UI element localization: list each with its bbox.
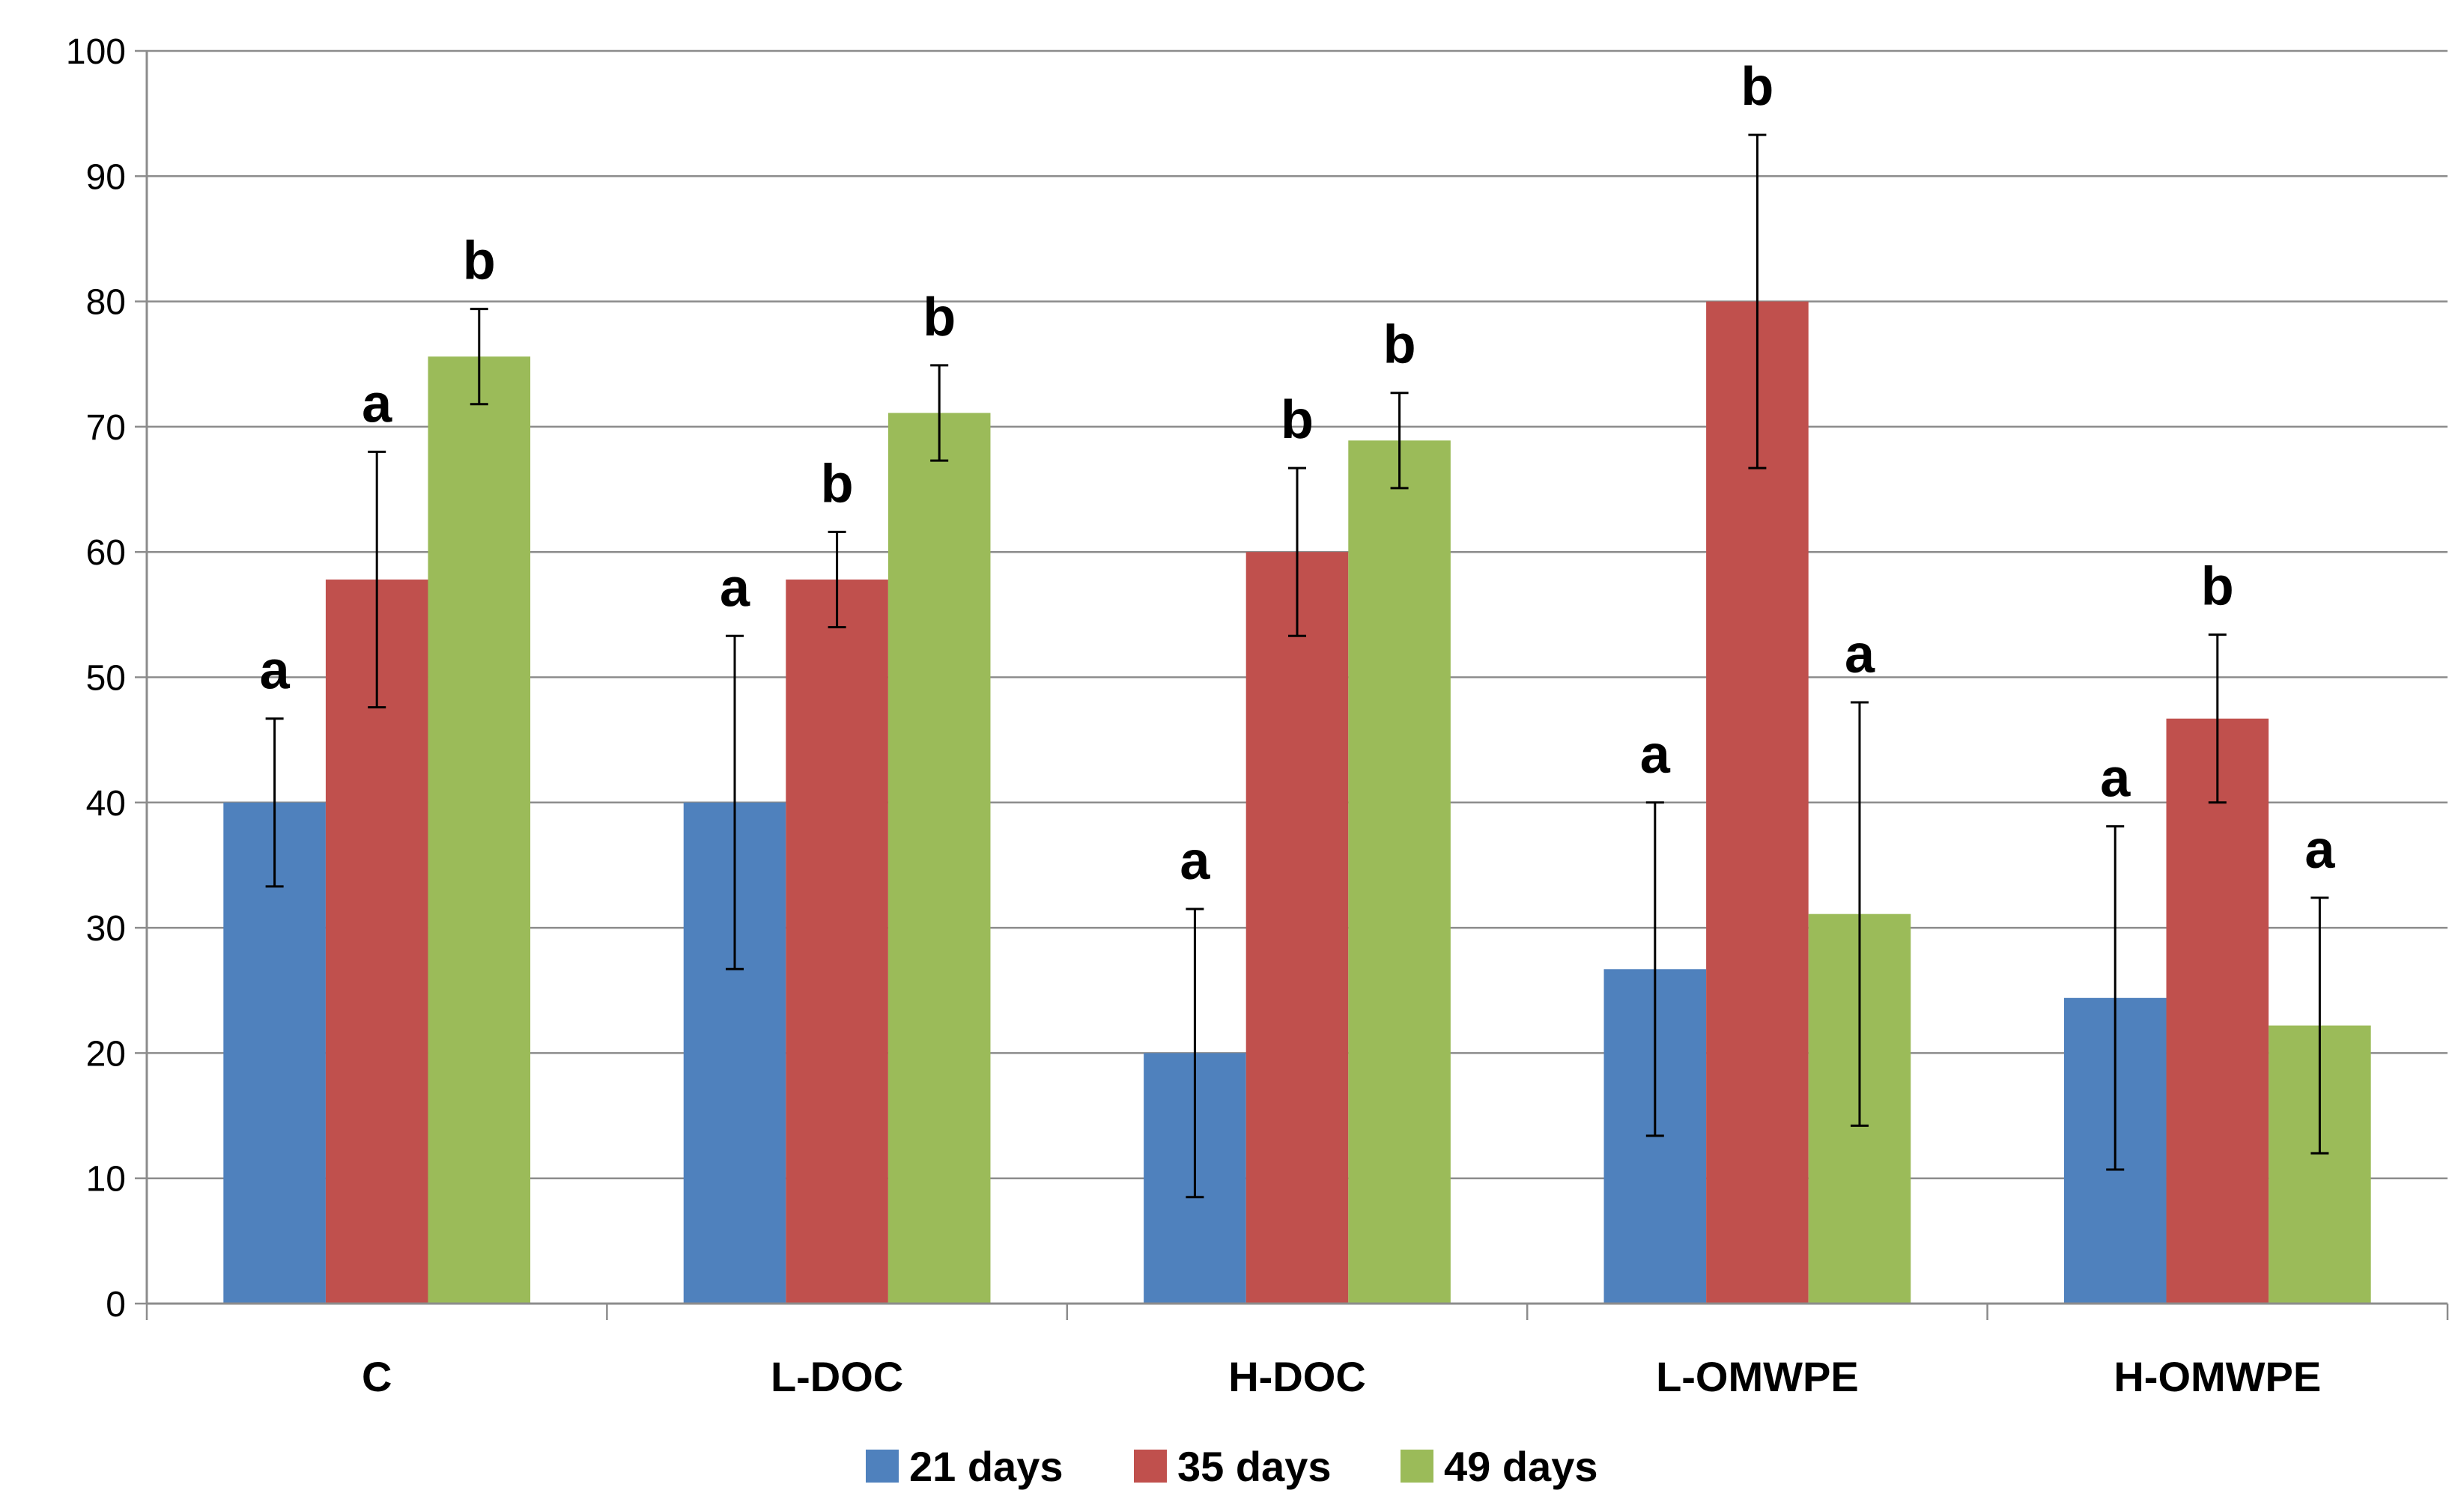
x-category-label: C — [362, 1353, 392, 1400]
significance-label: a — [1640, 725, 1671, 785]
significance-label: b — [2201, 557, 2234, 617]
legend-swatch — [1401, 1450, 1433, 1483]
significance-label: b — [1281, 390, 1314, 450]
significance-label: b — [1383, 315, 1416, 375]
significance-label: a — [1845, 624, 1875, 684]
legend-label: 21 days — [909, 1443, 1063, 1490]
y-tick-label: 10 — [86, 1160, 126, 1200]
bar — [428, 356, 531, 1304]
significance-label: a — [1180, 831, 1210, 891]
x-category-label: H-OMWPE — [2113, 1353, 2321, 1400]
bar — [1245, 552, 1349, 1304]
y-tick-label: 30 — [86, 909, 126, 949]
bar — [1348, 440, 1451, 1304]
significance-label: b — [821, 454, 854, 514]
legend-swatch — [1134, 1450, 1167, 1483]
significance-label: a — [2100, 749, 2131, 809]
significance-label: b — [463, 231, 496, 291]
error-bars — [265, 133, 2329, 1199]
significance-label: b — [923, 288, 956, 347]
y-tick-label: 100 — [66, 32, 126, 72]
x-category-label: L-DOC — [771, 1353, 903, 1400]
y-tick-label: 50 — [86, 659, 126, 699]
bar — [2166, 718, 2269, 1304]
bar — [786, 580, 888, 1304]
bar — [887, 413, 991, 1304]
significance-label: a — [260, 641, 291, 701]
y-tick-label: 0 — [106, 1285, 126, 1325]
significance-label: b — [1741, 57, 1773, 117]
y-tick-label: 90 — [86, 157, 126, 197]
legend-label: 49 days — [1444, 1443, 1598, 1490]
legend-swatch — [866, 1450, 899, 1483]
significance-label: a — [720, 558, 750, 618]
x-category-label: L-OMWPE — [1656, 1353, 1859, 1400]
axes: 0 10 20 30 40 50 60 70 80 90 100 C L-DOC H-DOC L-OMWPE… — [66, 32, 2449, 1400]
legend: 21 days 35 days 49 days — [866, 1443, 1598, 1490]
y-tick-label: 40 — [86, 784, 126, 824]
significance-label: a — [362, 374, 392, 434]
legend-label: 35 days — [1177, 1443, 1332, 1490]
y-tick-label: 80 — [86, 283, 126, 323]
y-tick-label: 60 — [86, 533, 126, 573]
x-category-label: H-DOC — [1228, 1353, 1366, 1400]
significance-label: a — [2304, 820, 2335, 880]
significance-labels: a a b a b b a b b a b a a b a — [260, 57, 2336, 891]
y-tick-label: 20 — [86, 1034, 126, 1074]
y-tick-label: 70 — [86, 408, 126, 448]
